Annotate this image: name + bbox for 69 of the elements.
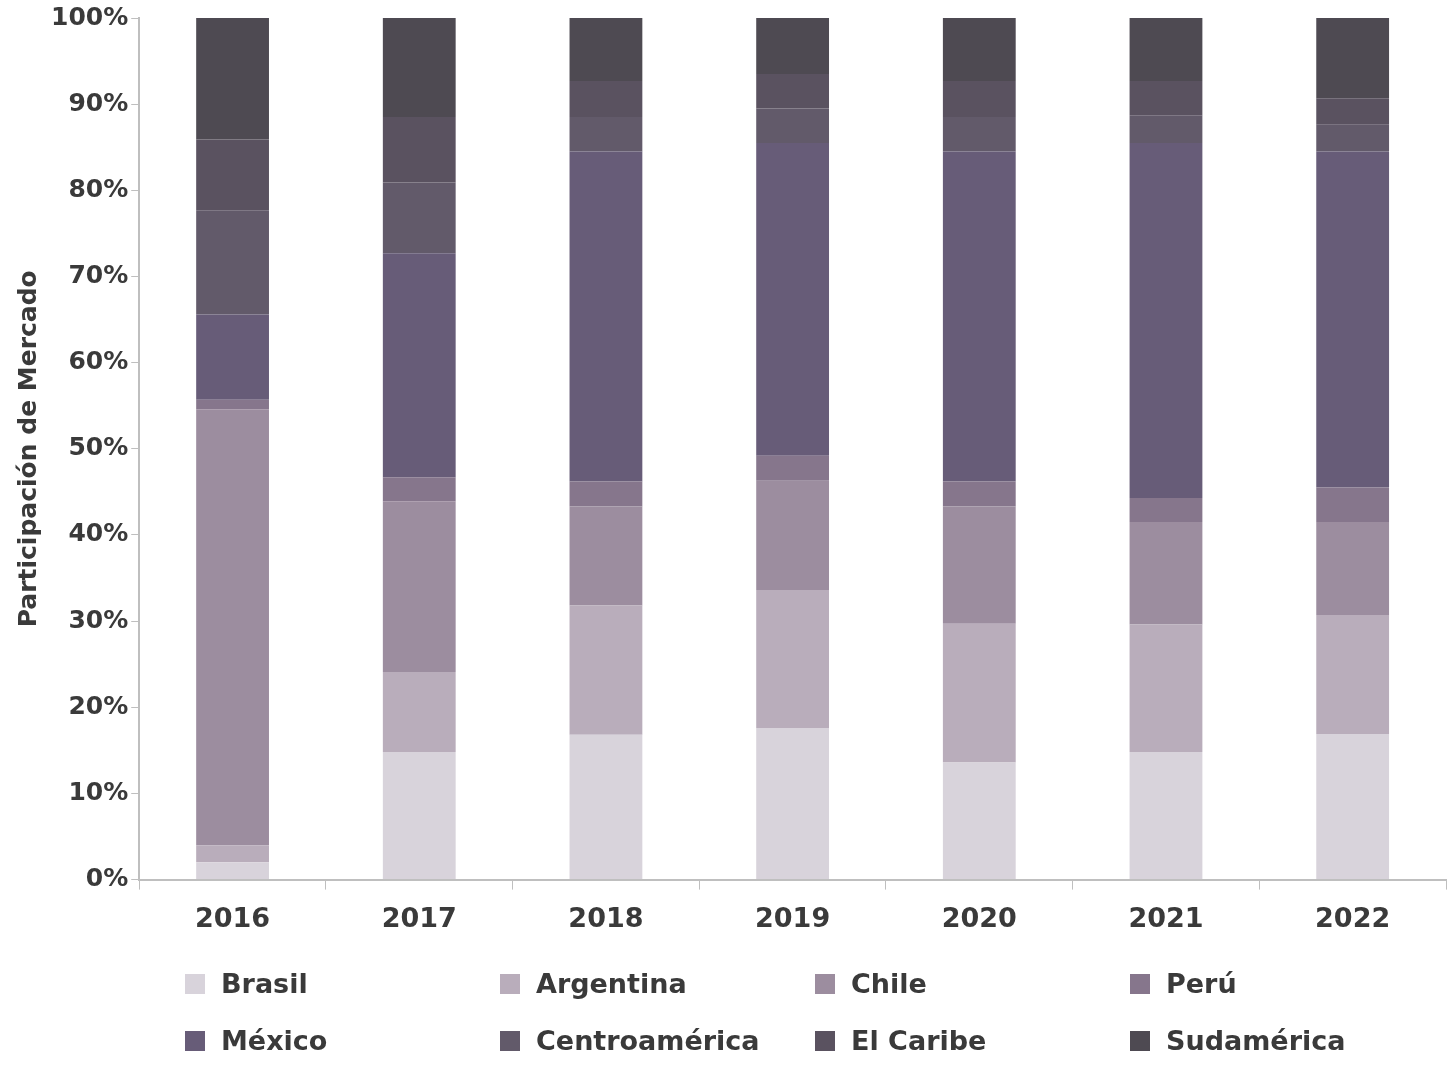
bar — [569, 18, 643, 81]
legend-label: Perú — [1166, 968, 1237, 999]
y-tick-label: 80% — [68, 173, 129, 203]
bar — [382, 752, 456, 880]
legend-label: Brasil — [221, 968, 308, 999]
bar — [382, 501, 456, 672]
x-tick-label: 2019 — [755, 901, 831, 933]
y-tick-label: 20% — [68, 690, 129, 720]
y-tick-label: 100% — [51, 1, 129, 31]
y-tick-label: 90% — [68, 87, 129, 117]
bar — [196, 845, 269, 863]
bar — [569, 151, 643, 482]
y-tick-label: 10% — [68, 776, 129, 806]
legend-label: Chile — [851, 968, 927, 999]
bar — [756, 18, 830, 74]
bar — [196, 399, 269, 410]
bar — [1316, 522, 1390, 616]
bar — [942, 506, 1016, 624]
bar — [1316, 151, 1390, 488]
legend-label: Argentina — [536, 968, 687, 999]
legend-label: Centroamérica — [536, 1025, 760, 1056]
bar — [942, 151, 1016, 482]
legend-label: México — [221, 1025, 328, 1056]
x-tick-label: 2018 — [568, 901, 644, 933]
bar — [1129, 18, 1203, 81]
bar — [1129, 752, 1203, 880]
y-tick-label: 50% — [68, 432, 129, 462]
legend-label: El Caribe — [851, 1025, 987, 1056]
bar — [382, 671, 456, 753]
bar — [756, 590, 830, 728]
bar — [196, 314, 269, 400]
y-tick-label: 70% — [68, 259, 129, 289]
x-tick-label: 2016 — [195, 901, 271, 933]
x-tick-label: 2022 — [1315, 901, 1391, 933]
bar — [1316, 487, 1390, 523]
bar — [196, 18, 269, 140]
bar — [756, 142, 830, 456]
bar — [569, 734, 643, 880]
bar — [569, 481, 643, 507]
bar — [382, 18, 456, 118]
bar — [1129, 497, 1203, 523]
bar — [1316, 615, 1390, 734]
bar — [942, 762, 1016, 880]
bar — [942, 18, 1016, 81]
bar — [942, 481, 1016, 507]
bar — [569, 605, 643, 735]
bar — [196, 409, 269, 846]
bar — [756, 480, 830, 591]
bar — [756, 727, 830, 880]
legend-label: Sudamérica — [1166, 1025, 1346, 1056]
x-tick-label: 2017 — [381, 901, 457, 933]
bar — [1129, 142, 1203, 498]
y-axis-title: Participación de Mercado — [12, 270, 42, 628]
bar — [569, 506, 643, 606]
bar — [382, 253, 456, 478]
bar — [1129, 624, 1203, 753]
y-tick-label: 0% — [85, 863, 129, 893]
bar — [1316, 733, 1390, 880]
y-tick-label: 30% — [68, 604, 129, 634]
y-tick-label: 40% — [68, 518, 129, 548]
x-tick-label: 2020 — [941, 901, 1017, 933]
bar — [1316, 18, 1390, 99]
x-tick-label: 2021 — [1128, 901, 1204, 933]
y-tick-label: 60% — [68, 346, 129, 376]
bar — [196, 862, 269, 880]
bar — [382, 477, 456, 502]
bar — [1129, 522, 1203, 625]
bar — [942, 623, 1016, 763]
bar — [756, 455, 830, 481]
